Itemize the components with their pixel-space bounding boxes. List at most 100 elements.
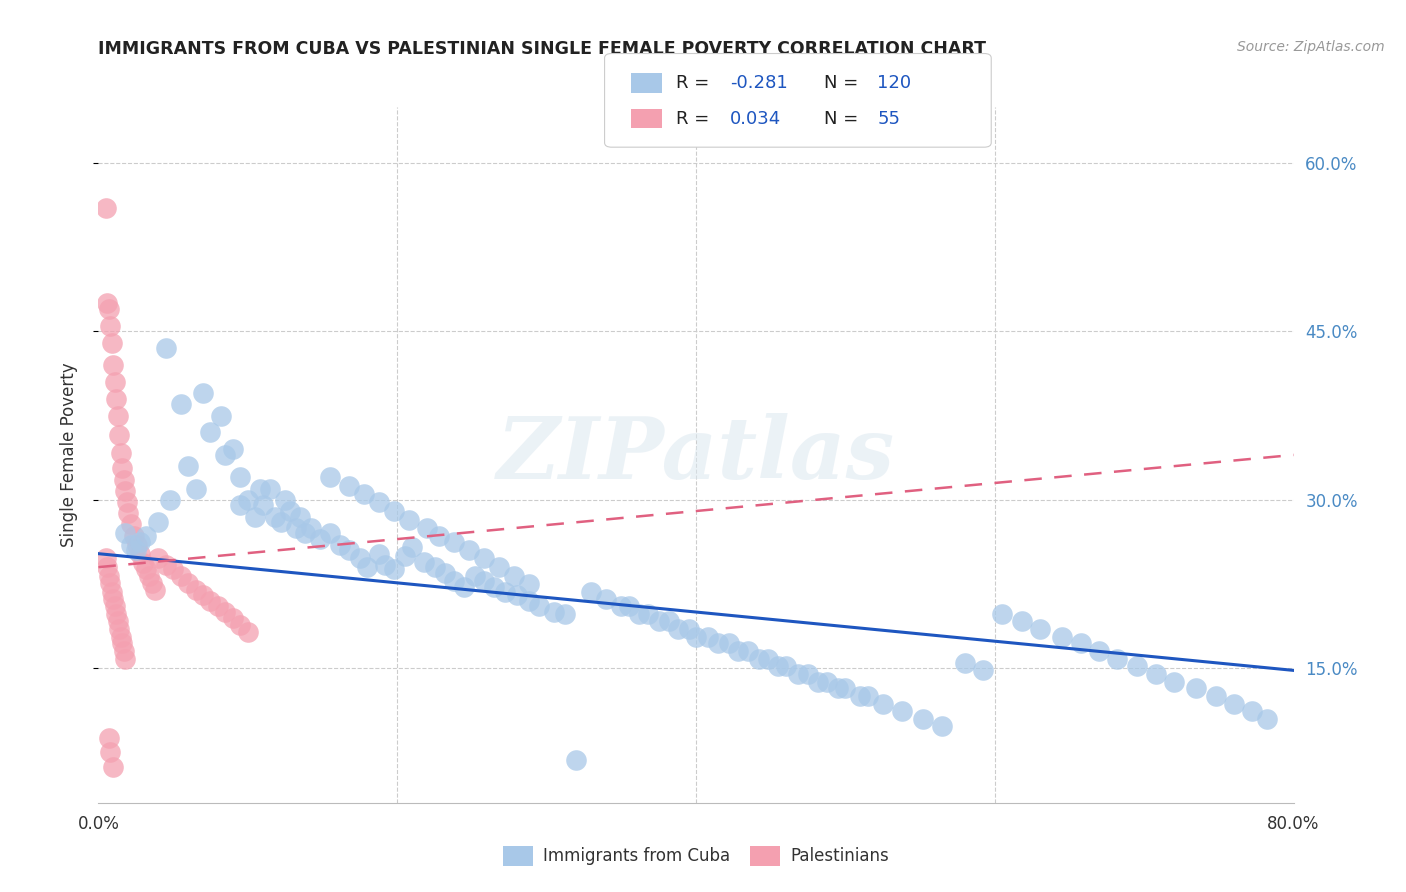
Point <box>127 538 149 552</box>
Text: 120: 120 <box>877 74 911 92</box>
Point <box>595 591 617 606</box>
Point <box>517 594 540 608</box>
Point <box>368 547 391 561</box>
Point <box>472 551 495 566</box>
Point <box>398 513 420 527</box>
Point <box>129 547 152 561</box>
Point <box>107 409 129 423</box>
Legend: Immigrants from Cuba, Palestinians: Immigrants from Cuba, Palestinians <box>495 838 897 874</box>
Point <box>200 594 222 608</box>
Point <box>96 296 118 310</box>
Point <box>288 509 311 524</box>
Point <box>259 482 281 496</box>
Point <box>135 562 157 576</box>
Point <box>111 636 134 650</box>
Point <box>453 580 475 594</box>
Point <box>274 492 297 507</box>
Point <box>108 622 131 636</box>
Point <box>416 521 439 535</box>
Point <box>1240 704 1263 718</box>
Point <box>527 599 550 614</box>
Point <box>105 607 128 622</box>
Point <box>162 562 184 576</box>
Point <box>155 341 177 355</box>
Point <box>319 526 342 541</box>
Point <box>374 558 396 572</box>
Point <box>628 607 651 622</box>
Point <box>554 607 576 622</box>
Point <box>191 386 214 401</box>
Point <box>94 551 117 566</box>
Point <box>756 652 779 666</box>
Point <box>110 445 132 459</box>
Point <box>1205 689 1227 703</box>
Point <box>278 504 301 518</box>
Text: R =: R = <box>676 74 716 92</box>
Point <box>827 681 849 696</box>
Point <box>148 515 170 529</box>
Point <box>138 569 160 583</box>
Point <box>1088 644 1111 658</box>
Point <box>229 470 252 484</box>
Point <box>349 551 371 566</box>
Point <box>891 704 914 718</box>
Point <box>214 605 236 619</box>
Point <box>727 644 749 658</box>
Point <box>666 622 689 636</box>
Point <box>112 473 135 487</box>
Point <box>991 607 1014 622</box>
Point <box>319 470 342 484</box>
Point <box>103 760 125 774</box>
Point <box>494 584 516 599</box>
Point <box>427 529 450 543</box>
Point <box>717 636 740 650</box>
Point <box>678 622 700 636</box>
Point <box>502 569 524 583</box>
Point <box>707 636 730 650</box>
Point <box>1163 674 1185 689</box>
Point <box>236 492 259 507</box>
Point <box>458 543 481 558</box>
Point <box>617 599 640 614</box>
Point <box>543 605 565 619</box>
Point <box>658 614 681 628</box>
Point <box>834 681 856 696</box>
Point <box>506 588 529 602</box>
Point <box>807 674 830 689</box>
Point <box>1125 659 1147 673</box>
Point <box>117 506 139 520</box>
Point <box>112 644 135 658</box>
Point <box>443 574 465 588</box>
Point <box>252 499 274 513</box>
Point <box>849 689 872 703</box>
Point <box>775 659 797 673</box>
Point <box>141 575 163 590</box>
Point <box>209 409 232 423</box>
Point <box>786 666 808 681</box>
Point <box>191 588 214 602</box>
Point <box>104 599 127 614</box>
Point <box>1185 681 1208 696</box>
Point <box>148 551 170 566</box>
Point <box>155 558 177 572</box>
Point <box>97 301 120 316</box>
Point <box>100 575 122 590</box>
Point <box>815 674 838 689</box>
Point <box>517 577 540 591</box>
Point <box>135 529 157 543</box>
Text: Source: ZipAtlas.com: Source: ZipAtlas.com <box>1237 40 1385 54</box>
Point <box>101 335 124 350</box>
Point <box>1256 712 1278 726</box>
Point <box>97 569 120 583</box>
Point <box>115 495 138 509</box>
Point <box>931 719 953 733</box>
Text: N =: N = <box>824 110 863 128</box>
Point <box>184 582 207 597</box>
Point <box>856 689 879 703</box>
Point <box>103 358 125 372</box>
Point <box>229 618 252 632</box>
Point <box>124 529 146 543</box>
Text: N =: N = <box>824 74 863 92</box>
Point <box>1070 636 1092 650</box>
Point <box>100 318 122 333</box>
